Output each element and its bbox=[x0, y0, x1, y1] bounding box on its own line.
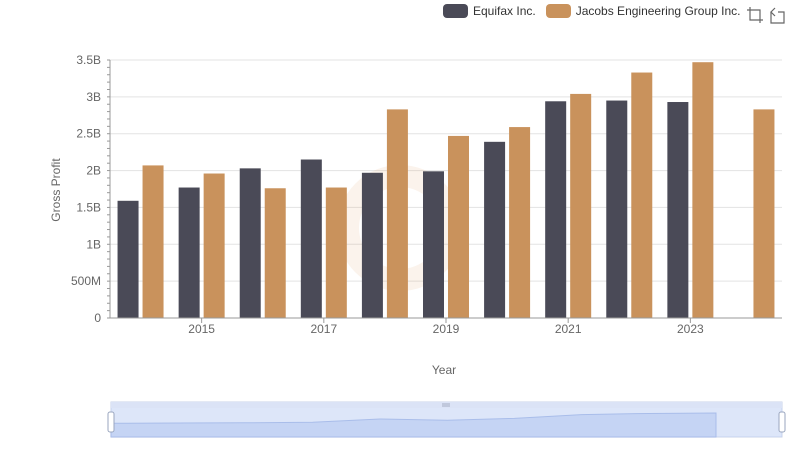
x-tick-label: 2019 bbox=[433, 322, 460, 336]
legend: Equifax Inc. Jacobs Engineering Group In… bbox=[443, 4, 750, 18]
zoom-slider-selection[interactable] bbox=[111, 408, 782, 437]
bar-equifax[interactable] bbox=[361, 172, 383, 318]
bar-equifax[interactable] bbox=[423, 171, 444, 318]
bars bbox=[117, 62, 775, 319]
bar-jacobs[interactable] bbox=[509, 127, 531, 318]
restore-icon[interactable] bbox=[768, 6, 786, 24]
y-tick-label: 500M bbox=[71, 274, 101, 288]
legend-label-equifax: Equifax Inc. bbox=[473, 4, 536, 18]
bar-jacobs[interactable] bbox=[753, 109, 775, 318]
bar-equifax[interactable] bbox=[667, 102, 689, 318]
toolbox bbox=[746, 6, 790, 24]
y-tick-label: 1.5B bbox=[76, 200, 101, 214]
bar-equifax[interactable] bbox=[545, 101, 567, 318]
x-axis-label: Year bbox=[432, 363, 456, 377]
bar-jacobs[interactable] bbox=[570, 93, 592, 318]
y-tick-label: 3B bbox=[86, 90, 101, 104]
y-tick-label: 1B bbox=[86, 237, 101, 251]
bar-equifax[interactable] bbox=[117, 200, 139, 318]
zoom-icon[interactable] bbox=[746, 6, 764, 24]
bar-equifax[interactable] bbox=[239, 168, 261, 318]
bar-jacobs[interactable] bbox=[692, 62, 714, 319]
legend-swatch-equifax bbox=[443, 4, 468, 18]
x-tick-label: 2015 bbox=[188, 322, 215, 336]
bar-jacobs[interactable] bbox=[264, 188, 286, 318]
y-tick-label: 3.5B bbox=[76, 53, 101, 67]
zoom-handle-right[interactable] bbox=[778, 411, 786, 433]
x-tick-label: 2017 bbox=[310, 322, 337, 336]
y-tick-label: 2.5B bbox=[76, 127, 101, 141]
legend-swatch-jacobs bbox=[545, 4, 571, 18]
bar-equifax[interactable] bbox=[484, 141, 506, 318]
bar-jacobs[interactable] bbox=[203, 173, 225, 318]
bar-equifax[interactable] bbox=[606, 100, 628, 319]
y-tick-label: 2B bbox=[86, 164, 101, 178]
bar-jacobs[interactable] bbox=[386, 109, 408, 318]
x-tick-label: 2023 bbox=[677, 322, 704, 336]
data-zoom-slider[interactable] bbox=[107, 401, 786, 438]
legend-item-jacobs[interactable]: Jacobs Engineering Group Inc. bbox=[545, 4, 741, 18]
bar-equifax[interactable] bbox=[178, 187, 200, 318]
zoom-handle-left[interactable] bbox=[107, 411, 115, 433]
legend-label-jacobs: Jacobs Engineering Group Inc. bbox=[575, 4, 741, 18]
bar-equifax[interactable] bbox=[300, 159, 322, 318]
bar-jacobs[interactable] bbox=[448, 135, 469, 318]
bar-jacobs[interactable] bbox=[325, 187, 347, 318]
zoom-slider-grip[interactable] bbox=[442, 403, 450, 407]
bar-jacobs[interactable] bbox=[142, 165, 164, 318]
zoom-slider-preview bbox=[110, 412, 717, 438]
legend-item-equifax[interactable]: Equifax Inc. bbox=[443, 4, 536, 18]
bar-jacobs[interactable] bbox=[631, 72, 653, 318]
y-axis-label: Gross Profit bbox=[49, 158, 63, 222]
axes: 0 500M 1B 1.5B 2B 2.5B 3B 3.5B 2015 2017 2019 2021 2… bbox=[71, 53, 782, 336]
y-tick-label: 0 bbox=[94, 311, 101, 325]
x-tick-label: 2021 bbox=[555, 322, 582, 336]
